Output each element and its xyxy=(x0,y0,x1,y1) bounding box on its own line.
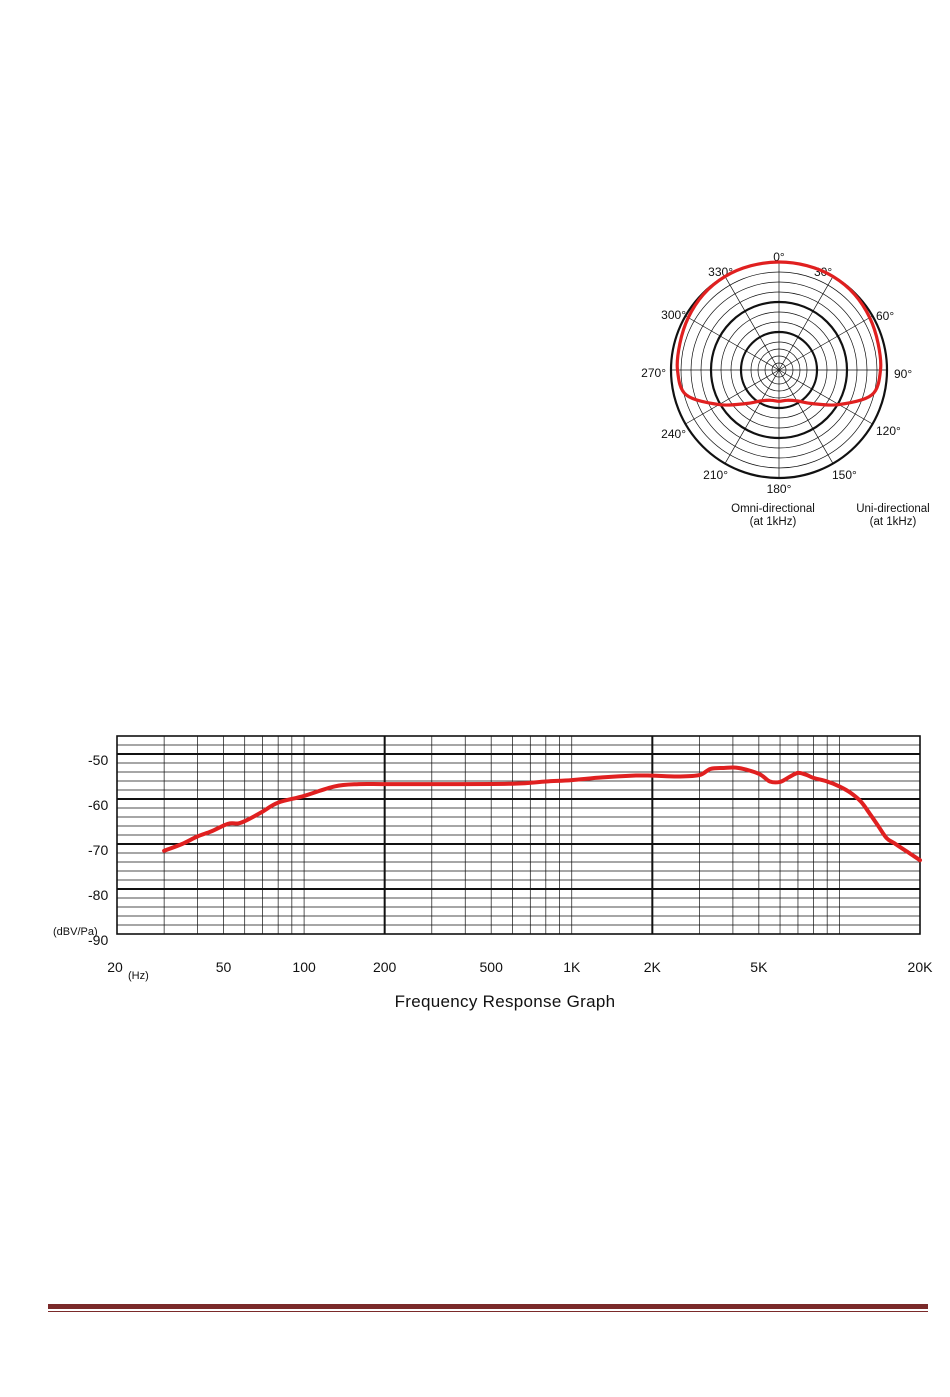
polar-label-60: 60° xyxy=(876,309,894,323)
fr-x-tick-6: 2K xyxy=(644,959,662,975)
polar-label-270: 270° xyxy=(641,366,666,380)
fr-y-tick-0: -50 xyxy=(88,752,108,768)
fr-y-tick-3: -80 xyxy=(88,887,108,903)
fr-y-tick-1: -60 xyxy=(88,797,108,813)
polar-spoke-2 xyxy=(778,315,873,371)
fr-x-tick-3: 200 xyxy=(373,959,397,975)
legend-omni-sub: (at 1kHz) xyxy=(750,516,797,528)
polar-spoke-7 xyxy=(724,369,780,464)
legend-uni-sub: (at 1kHz) xyxy=(870,516,917,528)
fr-y-unit-label: (dBV/Pa) xyxy=(53,926,98,938)
polar-spoke-5 xyxy=(778,369,834,464)
fr-x-tick-8: 20K xyxy=(908,959,934,975)
fr-y-tick-4: -90 xyxy=(88,932,108,948)
fr-x-tick-4: 500 xyxy=(480,959,504,975)
fr-grid xyxy=(116,735,921,935)
footer-rule xyxy=(48,1304,928,1309)
fr-y-tick-labels: -50 -60 -70 -80 -90 xyxy=(88,752,108,948)
fr-x-tick-labels: 20 50 100 200 500 1K 2K 5K 20K xyxy=(107,959,933,975)
fr-chart-title: Frequency Response Graph xyxy=(395,992,616,1011)
fr-x-tick-5: 1K xyxy=(563,959,581,975)
polar-label-210: 210° xyxy=(703,468,728,482)
polar-spoke-1 xyxy=(778,276,834,371)
polar-label-300: 300° xyxy=(661,308,686,322)
fr-y-tick-2: -70 xyxy=(88,842,108,858)
frequency-response-chart: -50 -60 -70 -80 -90 20 50 100 200 500 1K 2K 5K 20K (… xyxy=(53,735,933,1011)
fr-x-tick-0: 20 xyxy=(107,959,123,975)
fr-x-tick-7: 5K xyxy=(750,959,768,975)
footer-rule-thin xyxy=(48,1311,928,1312)
polar-label-120: 120° xyxy=(876,424,901,438)
legend-uni-title: Uni-directional xyxy=(856,503,930,515)
polar-label-150: 150° xyxy=(832,468,857,482)
fr-frame xyxy=(116,735,921,935)
polar-label-90: 90° xyxy=(894,367,912,381)
polar-spoke-11 xyxy=(724,276,780,371)
polar-spoke-10 xyxy=(685,315,780,371)
polar-legend: Omni-directional (at 1kHz) Uni-direction… xyxy=(731,503,930,528)
polar-pattern-chart: 0° 30° 60° 90° 120° 150° 180° 210° 240° … xyxy=(641,250,930,528)
polar-spoke-4 xyxy=(778,369,873,425)
polar-response-curve xyxy=(675,260,883,407)
polar-label-180: 180° xyxy=(767,482,792,496)
polar-label-0: 0° xyxy=(773,250,785,264)
polar-angle-labels: 0° 30° 60° 90° 120° 150° 180° 210° 240° … xyxy=(641,250,912,496)
polar-label-240: 240° xyxy=(661,427,686,441)
fr-response-line xyxy=(162,765,922,863)
legend-omni-title: Omni-directional xyxy=(731,503,815,515)
polar-label-330: 330° xyxy=(708,265,733,279)
fr-x-tick-2: 100 xyxy=(292,959,316,975)
polar-spoke-8 xyxy=(685,369,780,425)
fr-x-tick-1: 50 xyxy=(216,959,232,975)
polar-grid xyxy=(669,260,889,480)
fr-x-unit-label: (Hz) xyxy=(128,970,149,982)
